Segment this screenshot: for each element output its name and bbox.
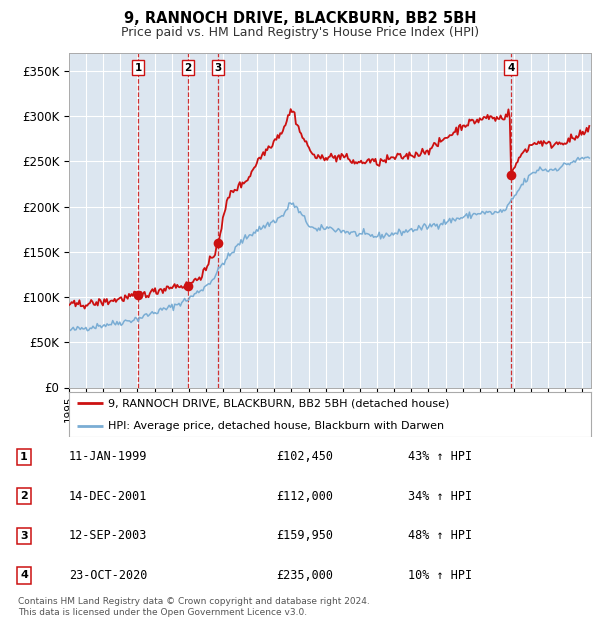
Text: 11-JAN-1999: 11-JAN-1999	[69, 450, 148, 463]
Text: 3: 3	[20, 531, 28, 541]
Text: 2: 2	[184, 63, 191, 73]
Text: 9, RANNOCH DRIVE, BLACKBURN, BB2 5BH (detached house): 9, RANNOCH DRIVE, BLACKBURN, BB2 5BH (de…	[108, 398, 449, 408]
Text: 34% ↑ HPI: 34% ↑ HPI	[408, 490, 472, 503]
Text: 43% ↑ HPI: 43% ↑ HPI	[408, 450, 472, 463]
Text: 23-OCT-2020: 23-OCT-2020	[69, 569, 148, 582]
Text: 9, RANNOCH DRIVE, BLACKBURN, BB2 5BH: 9, RANNOCH DRIVE, BLACKBURN, BB2 5BH	[124, 11, 476, 26]
Text: Price paid vs. HM Land Registry's House Price Index (HPI): Price paid vs. HM Land Registry's House …	[121, 26, 479, 39]
Text: 48% ↑ HPI: 48% ↑ HPI	[408, 529, 472, 542]
Text: £112,000: £112,000	[276, 490, 333, 503]
Text: £235,000: £235,000	[276, 569, 333, 582]
Text: 4: 4	[20, 570, 28, 580]
Text: Contains HM Land Registry data © Crown copyright and database right 2024.
This d: Contains HM Land Registry data © Crown c…	[18, 598, 370, 617]
Text: 10% ↑ HPI: 10% ↑ HPI	[408, 569, 472, 582]
Text: 3: 3	[214, 63, 221, 73]
Text: 12-SEP-2003: 12-SEP-2003	[69, 529, 148, 542]
Text: 14-DEC-2001: 14-DEC-2001	[69, 490, 148, 503]
Text: £159,950: £159,950	[276, 529, 333, 542]
Text: 2: 2	[20, 492, 28, 502]
Text: 1: 1	[20, 452, 28, 462]
Text: 1: 1	[134, 63, 142, 73]
Text: HPI: Average price, detached house, Blackburn with Darwen: HPI: Average price, detached house, Blac…	[108, 421, 444, 431]
Text: £102,450: £102,450	[276, 450, 333, 463]
Text: 4: 4	[507, 63, 514, 73]
